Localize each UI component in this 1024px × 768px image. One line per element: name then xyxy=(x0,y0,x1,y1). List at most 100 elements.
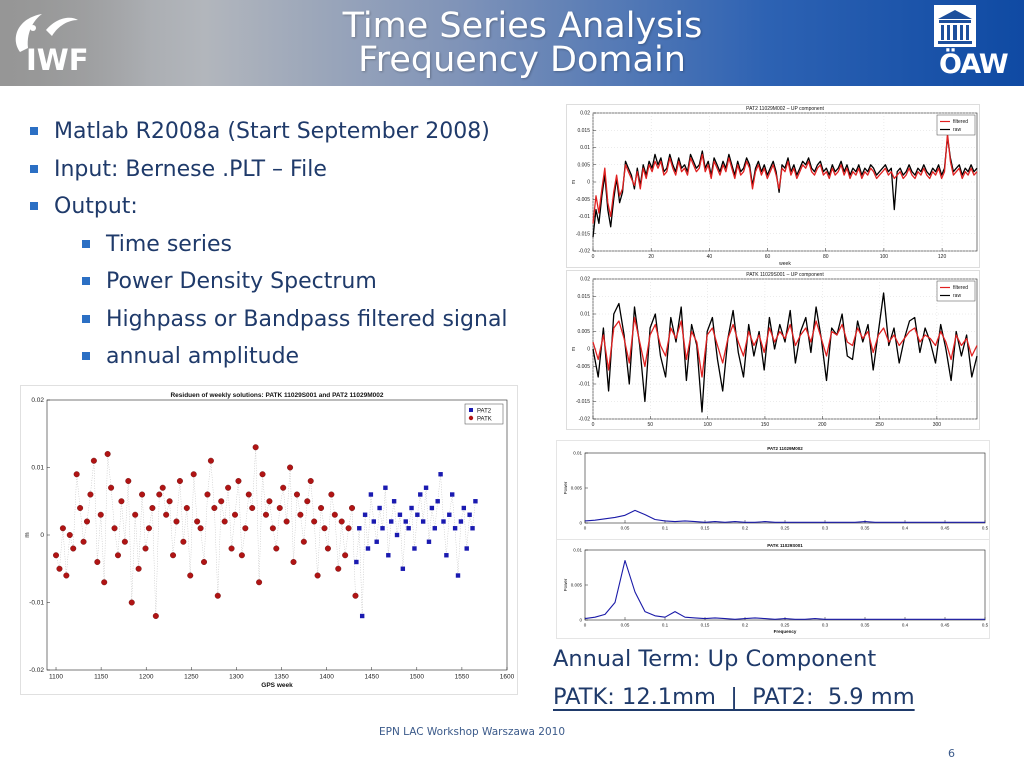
bullet-text: Output: xyxy=(54,194,138,219)
data-point xyxy=(269,525,276,532)
data-point xyxy=(70,545,77,552)
y-tick-label: -0.015 xyxy=(576,399,590,405)
title-line-1: Time Series Analysis xyxy=(342,6,703,46)
x-tick-label: 1550 xyxy=(455,674,470,681)
x-tick-label: 0.45 xyxy=(941,623,950,628)
data-point xyxy=(66,531,73,538)
x-tick-label: 1350 xyxy=(274,674,289,681)
series-line-filtered xyxy=(592,133,978,224)
data-point xyxy=(59,525,66,532)
y-tick-label: -0.02 xyxy=(579,249,591,255)
bullet-text: Power Density Spectrum xyxy=(106,269,377,294)
data-point xyxy=(111,525,118,532)
chart-title: PATK 11029S001 xyxy=(767,543,803,548)
data-point xyxy=(283,518,290,525)
data-point xyxy=(159,484,166,491)
x-tick-label: 0.2 xyxy=(742,526,749,531)
oaw-building-icon xyxy=(934,5,976,47)
data-point xyxy=(304,498,311,505)
data-point xyxy=(114,552,121,559)
data-point xyxy=(455,573,461,578)
y-tick-label: 0.015 xyxy=(577,294,590,300)
data-point xyxy=(94,558,101,565)
y-tick-label: -0.015 xyxy=(576,231,590,237)
data-point xyxy=(426,539,432,544)
y-tick-label: 0.01 xyxy=(580,312,590,318)
data-point xyxy=(377,505,382,511)
data-point xyxy=(80,538,87,545)
chart-title: PATK 11029S001 – UP component xyxy=(746,272,824,278)
bullet-text: Time series xyxy=(106,231,232,257)
legend-label: raw xyxy=(953,127,961,133)
plot-area xyxy=(584,549,986,621)
y-tick-label: 0.01 xyxy=(573,548,582,553)
series-connector-line xyxy=(55,447,356,617)
data-point xyxy=(201,558,208,565)
data-point xyxy=(374,539,379,544)
data-point xyxy=(450,492,455,497)
x-tick-label: 0.4 xyxy=(902,623,909,628)
data-point xyxy=(386,553,391,558)
data-point xyxy=(252,444,259,451)
data-point xyxy=(87,491,94,498)
iwf-logo-text: IWF xyxy=(26,43,89,77)
legend-marker xyxy=(468,415,474,421)
data-point xyxy=(318,504,325,511)
x-tick-label: 1400 xyxy=(319,674,334,681)
bullet-marker-icon xyxy=(30,164,38,173)
data-point xyxy=(190,471,197,478)
data-point xyxy=(429,505,435,511)
data-point xyxy=(232,511,239,518)
data-point xyxy=(335,565,342,572)
y-axis-label: m xyxy=(571,180,577,184)
pat2-power-spectrum-plot: 0 0.05 0.1 0.15 0.2 0.25 0.3 0.35 0.4 0.45 0.5 0.01… xyxy=(556,440,990,540)
x-tick-label: 0.45 xyxy=(941,526,950,531)
data-point xyxy=(218,498,225,505)
bullet-marker-icon xyxy=(82,352,90,360)
data-point xyxy=(415,512,420,517)
bullet-text: Highpass or Bandpass filtered signal xyxy=(106,306,508,332)
x-tick-label: 200 xyxy=(818,422,827,428)
data-point xyxy=(238,552,245,559)
x-tick-label: 0.5 xyxy=(982,623,989,628)
bullet-item: Matlab R2008a (Start September 2008) xyxy=(30,113,570,151)
x-tick-label: 0 xyxy=(584,526,587,531)
x-tick-label: 1600 xyxy=(500,674,515,681)
x-tick-label: 150 xyxy=(761,422,770,428)
data-point xyxy=(194,518,201,525)
x-tick-label: 0.15 xyxy=(701,623,710,628)
x-tick-label: 0 xyxy=(592,254,595,260)
data-point xyxy=(276,504,283,511)
data-point xyxy=(256,579,263,586)
data-point xyxy=(300,538,307,545)
data-point xyxy=(435,499,440,504)
data-point xyxy=(142,545,149,552)
data-point xyxy=(324,545,331,552)
data-point xyxy=(266,498,273,505)
data-point xyxy=(365,546,371,551)
data-point xyxy=(145,525,152,532)
spectrum-line xyxy=(584,509,985,523)
sub-bullet-item: Time series xyxy=(30,226,570,264)
y-axis-label: Power xyxy=(563,578,568,591)
plot-area xyxy=(46,399,508,671)
data-point xyxy=(235,477,242,484)
y-axis-label: m xyxy=(24,532,31,537)
chart-title: Residuen of weekly solutions: PATK 11029… xyxy=(170,392,383,399)
x-tick-label: 0.4 xyxy=(902,526,909,531)
data-point xyxy=(354,559,359,565)
data-point xyxy=(328,491,335,498)
y-axis-label: Power xyxy=(563,481,568,494)
x-tick-label: 80 xyxy=(823,254,829,260)
data-point xyxy=(101,579,108,586)
page-number: 6 xyxy=(948,747,955,760)
data-point xyxy=(135,565,142,572)
data-point xyxy=(245,491,252,498)
data-point xyxy=(307,477,314,484)
x-tick-label: 0.5 xyxy=(982,526,989,531)
data-point xyxy=(342,552,349,559)
x-tick-label: 0.05 xyxy=(621,623,630,628)
data-point xyxy=(125,477,132,484)
data-point xyxy=(104,450,111,457)
x-tick-label: 0.25 xyxy=(781,526,790,531)
